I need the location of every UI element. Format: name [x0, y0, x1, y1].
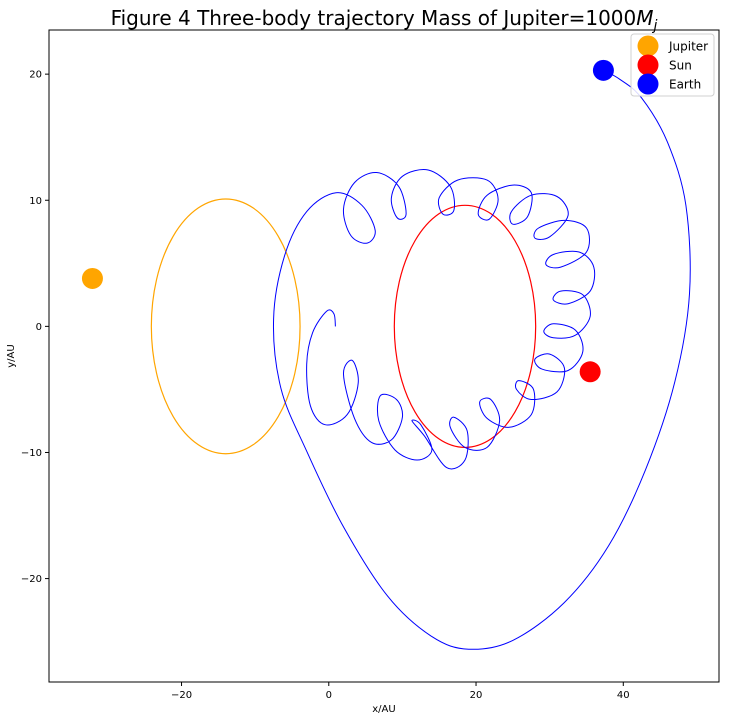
chart-title-text: Figure 4 Three-body trajectory Mass of J… [111, 6, 637, 30]
x-axis-label: x/AU [372, 704, 395, 715]
jupiter-orbit [150, 198, 301, 455]
legend-jupiter-swatch [637, 35, 659, 57]
y-tick-label: 0 [36, 322, 42, 333]
legend-sun-label: Sun [669, 59, 692, 73]
x-axis-ticks: −20 0 20 40 [171, 682, 630, 701]
y-tick-label: −20 [21, 574, 42, 585]
x-tick-label: −20 [171, 690, 192, 701]
x-tick-label: 20 [470, 690, 483, 701]
jupiter-marker [81, 267, 103, 289]
chart-title-math-subscript: j [652, 18, 658, 34]
legend-earth-label: Earth [669, 78, 701, 92]
plot-area [81, 59, 691, 650]
y-axis-ticks: −20 −10 0 10 20 [21, 70, 49, 585]
legend-earth-swatch [637, 73, 659, 95]
earth-trajectory [272, 69, 691, 650]
chart-title: Figure 4 Three-body trajectory Mass of J… [111, 6, 658, 34]
axes-frame [48, 29, 720, 683]
y-tick-label: −10 [21, 448, 42, 459]
chart-title-math: M [636, 6, 653, 30]
x-tick-label: 0 [326, 690, 332, 701]
legend: Jupiter Sun Earth [630, 33, 715, 97]
earth-marker [592, 59, 614, 81]
y-tick-label: 20 [29, 70, 42, 81]
sun-marker [579, 361, 601, 383]
x-tick-label: 40 [617, 690, 630, 701]
legend-sun-swatch [637, 54, 659, 76]
y-axis-label: y/AU [6, 344, 17, 367]
legend-jupiter-label: Jupiter [668, 40, 708, 54]
y-tick-label: 10 [29, 196, 42, 207]
